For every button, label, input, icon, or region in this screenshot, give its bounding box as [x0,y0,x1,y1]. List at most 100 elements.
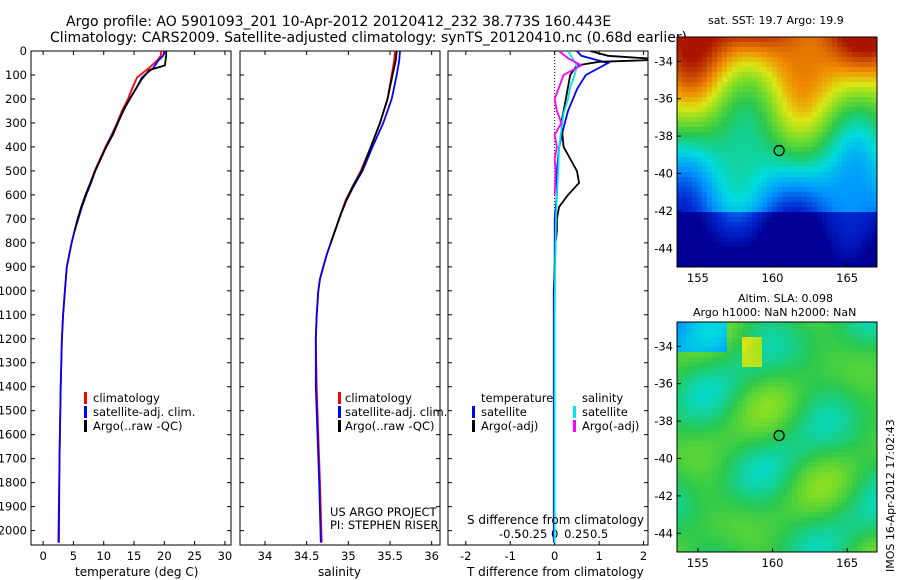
map-cell [777,402,783,408]
map-cell [822,447,828,453]
map-cell [757,137,763,143]
map-cell [817,132,823,138]
map-cell [687,357,693,363]
map-cell [747,442,753,448]
map-cell [782,357,788,363]
map-cell [807,512,813,518]
map-cell [842,417,848,423]
map-cell [767,447,773,453]
map-cell [722,337,728,343]
map-cell [797,127,803,133]
map-cell [752,157,758,163]
map-cell [837,502,843,508]
map-cell [752,347,758,353]
map-cell [797,87,803,93]
map-cell [817,362,823,368]
map-cell [842,427,848,433]
map-cell [852,452,858,458]
map-cell [697,447,703,453]
map-cell [872,92,878,98]
map-cell [802,117,808,123]
map-cell [737,72,743,78]
map-cell [797,537,803,543]
map-cell [827,257,833,263]
map-cell [817,172,823,178]
map-cell [792,517,798,523]
map-cell [697,62,703,68]
map-cell [732,487,738,493]
map-cell [797,547,803,553]
map-cell [707,337,713,343]
map-cell [817,542,823,548]
map-cell [857,347,863,353]
map-cell [767,62,773,68]
y-tick-label: 1200 [0,332,27,346]
map-cell [702,512,708,518]
map-cell [747,217,753,223]
map-cell [772,137,778,143]
map-cell [722,107,728,113]
map-cell [772,242,778,248]
sla-map-title-1: Altim. SLA: 0.098 [738,292,833,305]
map-cell [782,142,788,148]
map-cell [872,122,878,128]
map-cell [757,357,763,363]
map-cell [862,227,868,233]
map-cell [742,177,748,183]
map-cell [742,502,748,508]
map-cell [792,192,798,198]
map-cell [872,467,878,473]
map-cell [767,102,773,108]
map-cell [822,232,828,238]
map-cell [797,37,803,43]
map-cell [872,402,878,408]
map-cell [697,97,703,103]
map-cell [852,537,858,543]
map-cell [867,197,873,203]
map-cell [797,427,803,433]
map-cell [677,207,683,213]
map-cell [707,242,713,248]
map-cell [702,172,708,178]
map-cell [772,37,778,43]
map-cell [682,242,688,248]
map-cell [717,322,723,328]
map-cell [807,137,813,143]
map-cell [707,122,713,128]
map-cell [737,117,743,123]
map-cell [717,262,723,268]
map-cell [757,372,763,378]
map-cell [872,492,878,498]
map-cell [697,137,703,143]
map-cell [787,167,793,173]
map-cell [687,137,693,143]
map-cell [832,392,838,398]
map-cell [857,72,863,78]
map-cell [692,72,698,78]
map-cell [852,132,858,138]
map-cell [802,372,808,378]
map-cell [807,172,813,178]
map-cell [727,517,733,523]
map-cell [792,62,798,68]
map-cell [687,167,693,173]
map-cell [772,192,778,198]
map-cell [842,262,848,268]
map-cell [817,417,823,423]
map-cell [777,62,783,68]
map-cell [842,97,848,103]
map-cell [822,322,828,328]
map-cell [702,517,708,523]
map-cell [772,442,778,448]
map-cell [747,382,753,388]
map-cell [677,222,683,228]
x-tick-label: 34 [258,549,273,563]
map-cell [837,72,843,78]
map-cell [857,377,863,383]
map-cell [807,72,813,78]
map-cell [867,467,873,473]
map-cell [677,42,683,48]
map-cell [737,172,743,178]
map-cell [807,442,813,448]
map-cell [857,62,863,68]
